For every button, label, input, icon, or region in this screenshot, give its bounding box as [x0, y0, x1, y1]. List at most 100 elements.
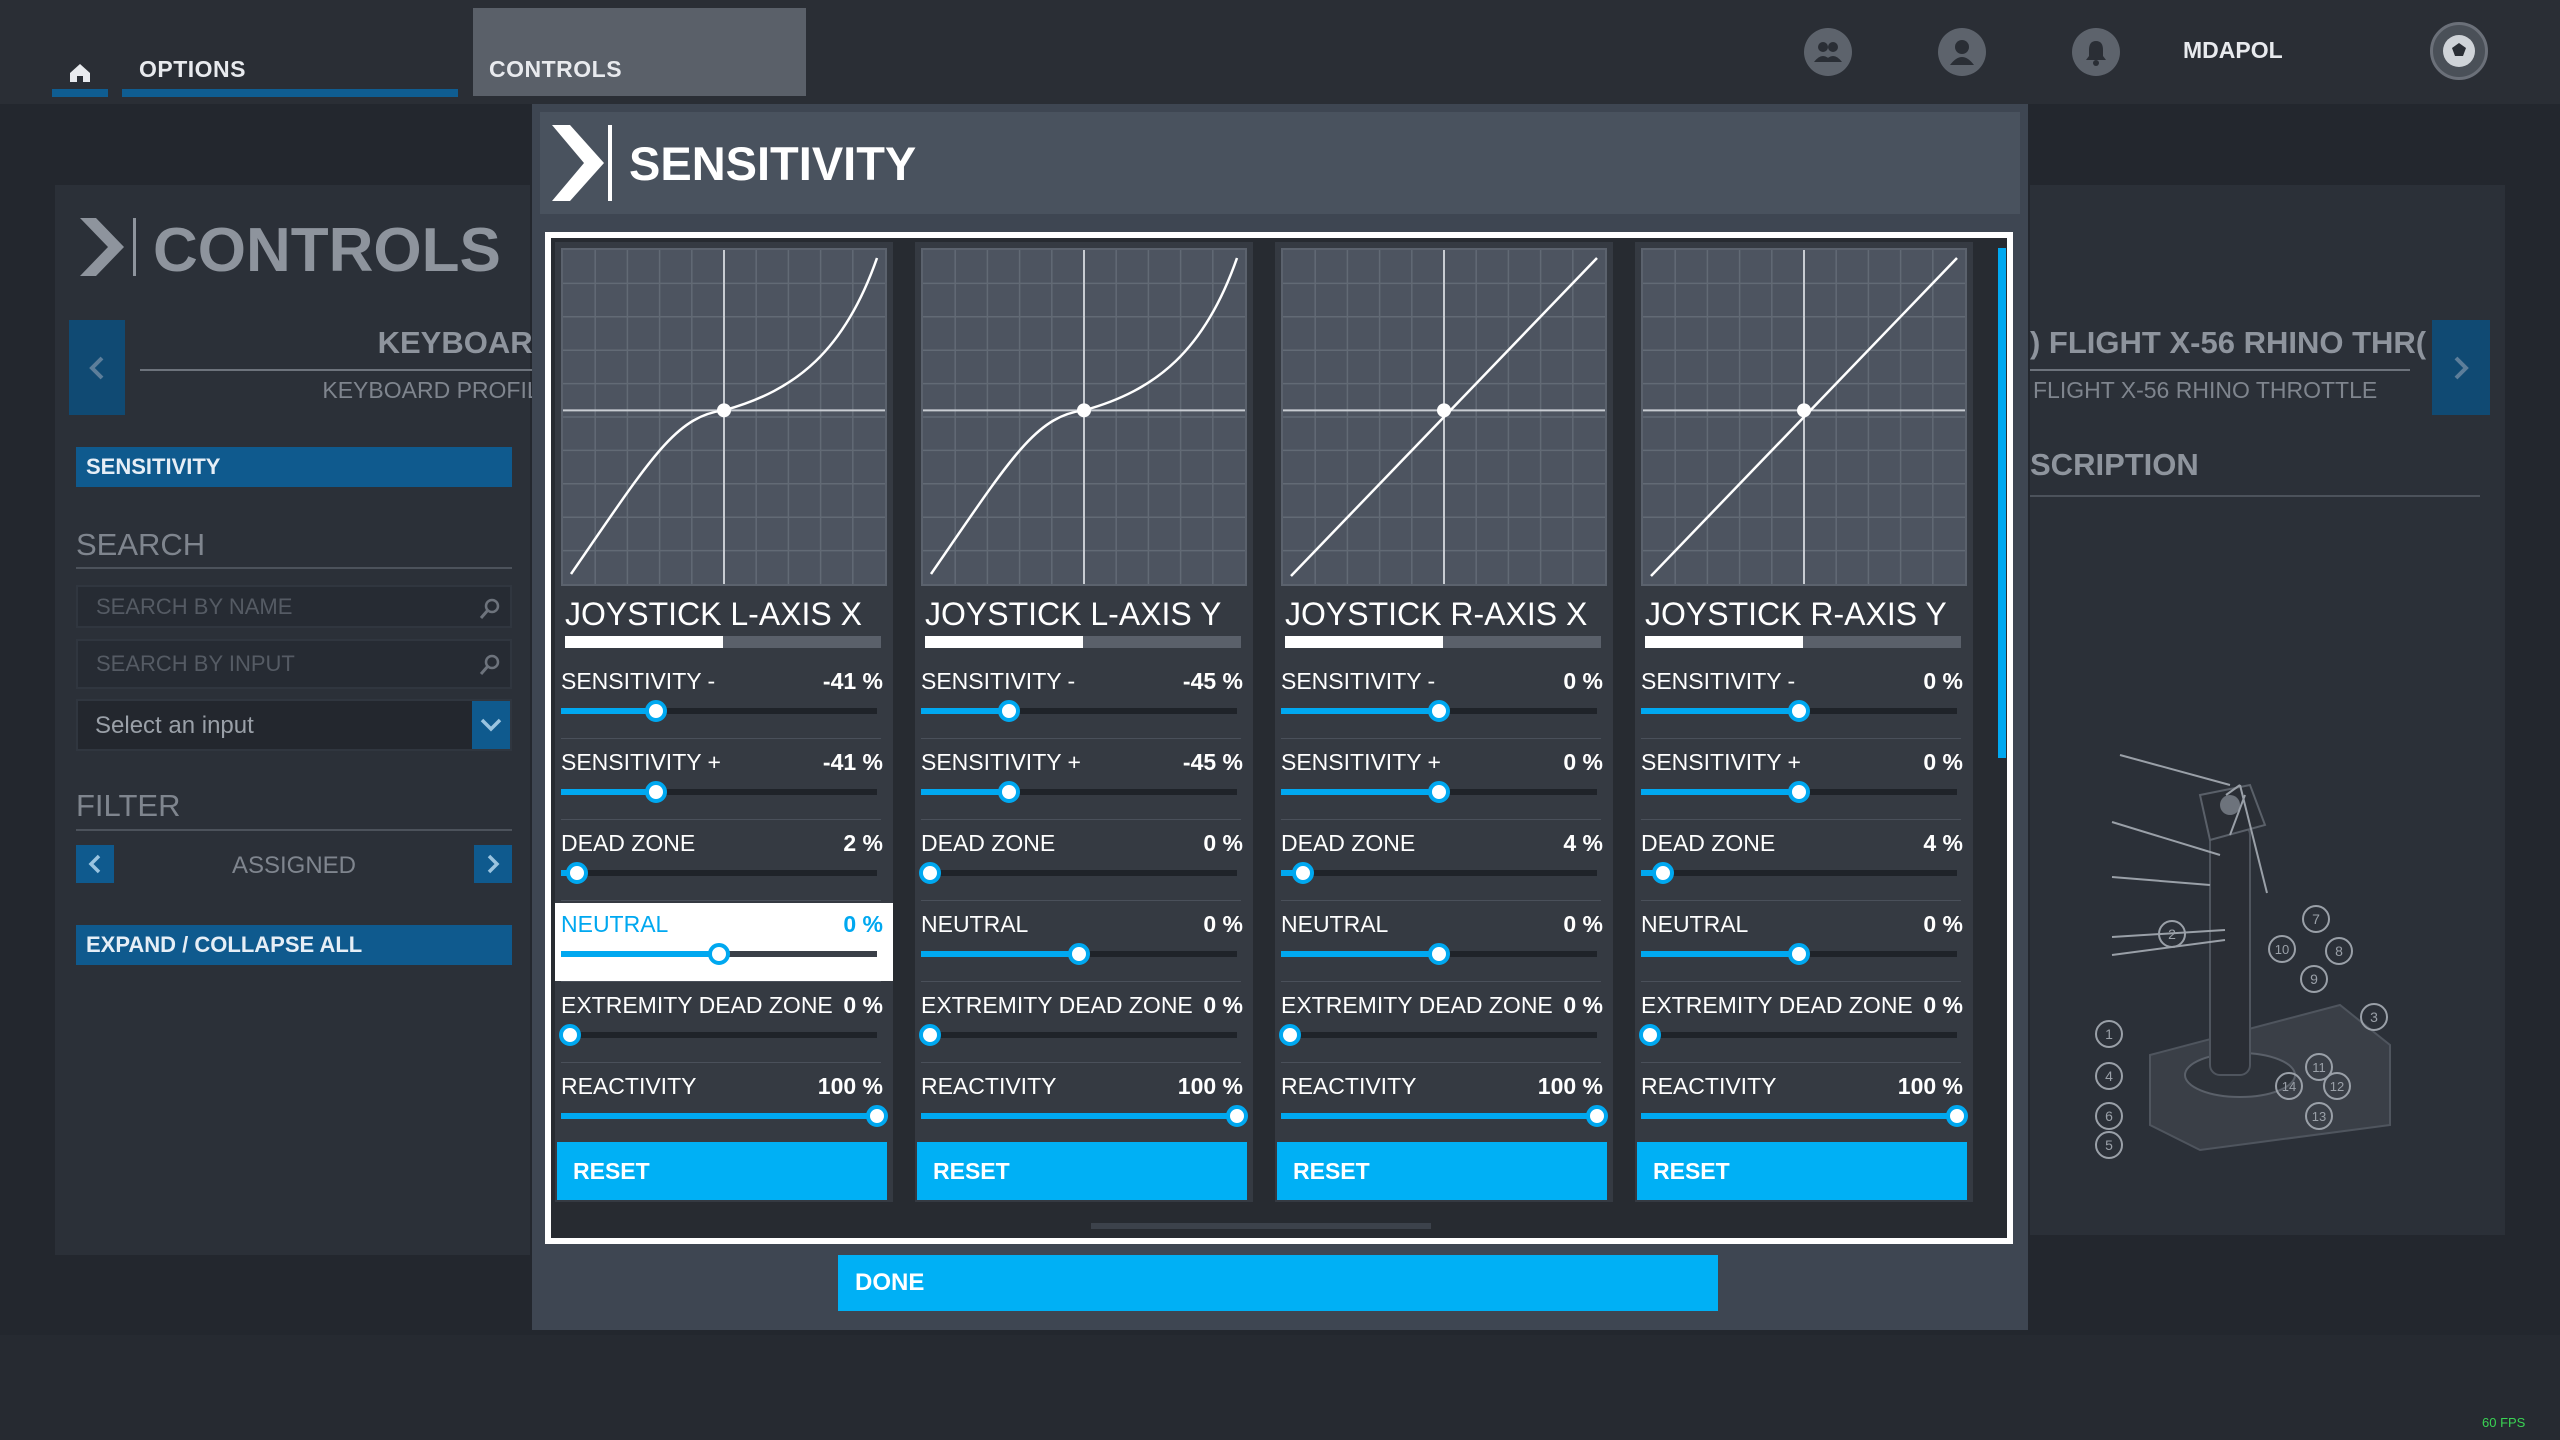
setting-slider[interactable] — [1281, 943, 1597, 965]
setting-slider[interactable] — [921, 700, 1237, 722]
reset-button[interactable]: RESET — [917, 1142, 1247, 1200]
setting-row[interactable]: DEAD ZONE 0 % — [915, 822, 1253, 901]
setting-slider[interactable] — [921, 1105, 1248, 1127]
profile-name[interactable]: KEYBOARD PROFILE — [322, 377, 555, 403]
reset-button[interactable]: RESET — [557, 1142, 887, 1200]
setting-row[interactable]: REACTIVITY 100 % — [555, 1065, 893, 1143]
setting-row[interactable]: REACTIVITY 100 % — [1635, 1065, 1973, 1143]
setting-row[interactable]: SENSITIVITY - -41 % — [555, 660, 893, 739]
setting-row[interactable]: NEUTRAL 0 % — [555, 903, 893, 982]
setting-row[interactable]: SENSITIVITY - 0 % — [1275, 660, 1613, 739]
slider-handle[interactable] — [1788, 943, 1810, 965]
expand-collapse-button[interactable]: EXPAND / COLLAPSE ALL — [76, 925, 512, 965]
setting-slider[interactable] — [1281, 1105, 1608, 1127]
setting-row[interactable]: SENSITIVITY + -41 % — [555, 741, 893, 820]
tab-controls[interactable]: CONTROLS — [473, 8, 806, 96]
tab-options[interactable]: OPTIONS — [122, 52, 458, 97]
setting-slider[interactable] — [919, 1024, 1237, 1046]
slider-handle[interactable] — [1788, 700, 1810, 722]
setting-slider[interactable] — [561, 781, 877, 803]
setting-row[interactable]: DEAD ZONE 2 % — [555, 822, 893, 901]
setting-slider[interactable] — [1279, 1024, 1597, 1046]
username[interactable]: MDAPOL — [2183, 37, 2283, 63]
setting-row[interactable]: DEAD ZONE 4 % — [1635, 822, 1973, 901]
setting-slider[interactable] — [561, 943, 877, 965]
setting-slider[interactable] — [1641, 1105, 1968, 1127]
slider-handle[interactable] — [866, 1105, 888, 1127]
setting-row[interactable]: SENSITIVITY + 0 % — [1635, 741, 1973, 820]
filter-prev-button[interactable] — [76, 845, 114, 883]
dropdown-toggle[interactable] — [472, 701, 510, 749]
slider-handle[interactable] — [998, 781, 1021, 803]
setting-slider[interactable] — [1281, 781, 1597, 803]
setting-slider[interactable] — [921, 943, 1237, 965]
setting-row[interactable]: REACTIVITY 100 % — [1275, 1065, 1613, 1143]
select-input-dropdown[interactable]: Select an input — [76, 699, 512, 751]
notifications-button[interactable] — [2072, 28, 2120, 76]
setting-row[interactable]: NEUTRAL 0 % — [1275, 903, 1613, 982]
setting-row[interactable]: SENSITIVITY + 0 % — [1275, 741, 1613, 820]
slider-handle[interactable] — [1068, 943, 1090, 965]
setting-slider[interactable] — [559, 1024, 877, 1046]
slider-handle[interactable] — [1652, 862, 1675, 884]
slider-handle[interactable] — [708, 943, 730, 965]
filter-next-button[interactable] — [474, 845, 512, 883]
slider-handle[interactable] — [1586, 1105, 1608, 1127]
slider-handle[interactable] — [1279, 1024, 1302, 1046]
slider-handle[interactable] — [1946, 1105, 1968, 1127]
setting-slider[interactable] — [1281, 862, 1597, 884]
profile-button[interactable] — [1938, 28, 1986, 76]
setting-slider[interactable] — [1281, 700, 1597, 722]
setting-row[interactable]: SENSITIVITY + -45 % — [915, 741, 1253, 820]
setting-row[interactable]: DEAD ZONE 4 % — [1275, 822, 1613, 901]
setting-row[interactable]: EXTREMITY DEAD ZONE 0 % — [915, 984, 1253, 1063]
profile-name[interactable]: FLIGHT X-56 RHINO THROTTLE — [2033, 377, 2378, 403]
next-device-button[interactable] — [2432, 320, 2490, 415]
setting-slider[interactable] — [561, 1105, 888, 1127]
slider-handle[interactable] — [998, 700, 1021, 722]
search-by-name-input[interactable]: SEARCH BY NAME — [76, 585, 512, 628]
setting-row[interactable]: SENSITIVITY - 0 % — [1635, 660, 1973, 739]
setting-slider[interactable] — [561, 700, 877, 722]
setting-row[interactable]: EXTREMITY DEAD ZONE 0 % — [555, 984, 893, 1063]
search-by-input-field[interactable]: SEARCH BY INPUT — [76, 639, 512, 689]
setting-row[interactable]: EXTREMITY DEAD ZONE 0 % — [1635, 984, 1973, 1063]
slider-handle[interactable] — [1292, 862, 1315, 884]
avatar[interactable] — [2430, 22, 2488, 80]
setting-value: 0 % — [843, 911, 883, 937]
setting-slider[interactable] — [1641, 943, 1957, 965]
setting-slider[interactable] — [919, 862, 1237, 884]
friends-button[interactable] — [1804, 28, 1852, 76]
setting-row[interactable]: EXTREMITY DEAD ZONE 0 % — [1275, 984, 1613, 1063]
prev-device-button[interactable] — [69, 320, 125, 415]
slider-handle[interactable] — [919, 1024, 942, 1046]
slider-handle[interactable] — [1428, 700, 1450, 722]
setting-row[interactable]: NEUTRAL 0 % — [1635, 903, 1973, 982]
slider-handle[interactable] — [1639, 1024, 1662, 1046]
setting-slider[interactable] — [561, 862, 877, 884]
slider-handle[interactable] — [1428, 943, 1450, 965]
scrollbar[interactable] — [1998, 248, 2006, 758]
reset-button[interactable]: RESET — [1277, 1142, 1607, 1200]
setting-slider[interactable] — [1639, 1024, 1957, 1046]
setting-slider[interactable] — [1641, 700, 1957, 722]
setting-row[interactable]: NEUTRAL 0 % — [915, 903, 1253, 982]
slider-handle[interactable] — [919, 862, 942, 884]
slider-handle[interactable] — [559, 1024, 582, 1046]
setting-slider[interactable] — [1641, 862, 1957, 884]
slider-handle[interactable] — [1788, 781, 1810, 803]
setting-row[interactable]: REACTIVITY 100 % — [915, 1065, 1253, 1143]
slider-handle[interactable] — [1428, 781, 1450, 803]
reset-button[interactable]: RESET — [1637, 1142, 1967, 1200]
slider-handle[interactable] — [565, 862, 588, 884]
setting-row[interactable]: SENSITIVITY - -45 % — [915, 660, 1253, 739]
curve-plot — [923, 250, 1245, 584]
setting-slider[interactable] — [1641, 781, 1957, 803]
sensitivity-button[interactable]: SENSITIVITY — [76, 447, 512, 487]
home-button[interactable] — [52, 55, 108, 97]
done-button[interactable]: DONE — [838, 1255, 1718, 1311]
slider-handle[interactable] — [1226, 1105, 1248, 1127]
slider-handle[interactable] — [644, 781, 667, 803]
setting-slider[interactable] — [921, 781, 1237, 803]
slider-handle[interactable] — [644, 700, 667, 722]
